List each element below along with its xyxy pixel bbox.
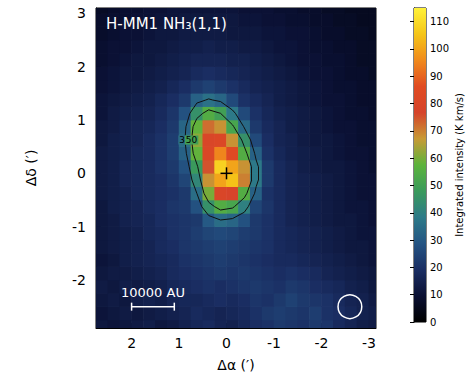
svg-text:10000 AU: 10000 AU: [121, 285, 185, 300]
svg-text:80: 80: [430, 98, 443, 109]
svg-text:30: 30: [430, 235, 443, 246]
svg-text:50: 50: [430, 180, 443, 191]
svg-text:50: 50: [186, 135, 198, 145]
svg-text:H-MM1 NH₃(1,1): H-MM1 NH₃(1,1): [106, 15, 227, 33]
svg-text:0: 0: [77, 165, 86, 181]
svg-text:-3: -3: [362, 335, 376, 351]
svg-text:-1: -1: [267, 335, 281, 351]
svg-text:Δδ (′): Δδ (′): [23, 150, 39, 187]
svg-text:-1: -1: [72, 219, 86, 235]
svg-text:90: 90: [430, 71, 443, 82]
svg-text:40: 40: [430, 207, 443, 218]
svg-text:-2: -2: [314, 335, 328, 351]
svg-text:1: 1: [175, 335, 184, 351]
svg-text:3: 3: [77, 5, 86, 21]
svg-text:-2: -2: [72, 272, 86, 288]
svg-text:2: 2: [127, 335, 136, 351]
svg-text:0: 0: [430, 317, 436, 328]
svg-text:2: 2: [77, 59, 86, 75]
svg-text:110: 110: [430, 16, 449, 27]
svg-text:0: 0: [222, 335, 231, 351]
svg-text:20: 20: [430, 262, 443, 273]
svg-text:100: 100: [430, 43, 449, 54]
svg-text:1: 1: [77, 112, 86, 128]
svg-text:70: 70: [430, 125, 443, 136]
svg-text:Integrated intensity (K km/s): Integrated intensity (K km/s): [454, 93, 465, 237]
svg-text:10: 10: [430, 289, 443, 300]
svg-text:Δα (′): Δα (′): [217, 357, 254, 373]
svg-text:60: 60: [430, 153, 443, 164]
